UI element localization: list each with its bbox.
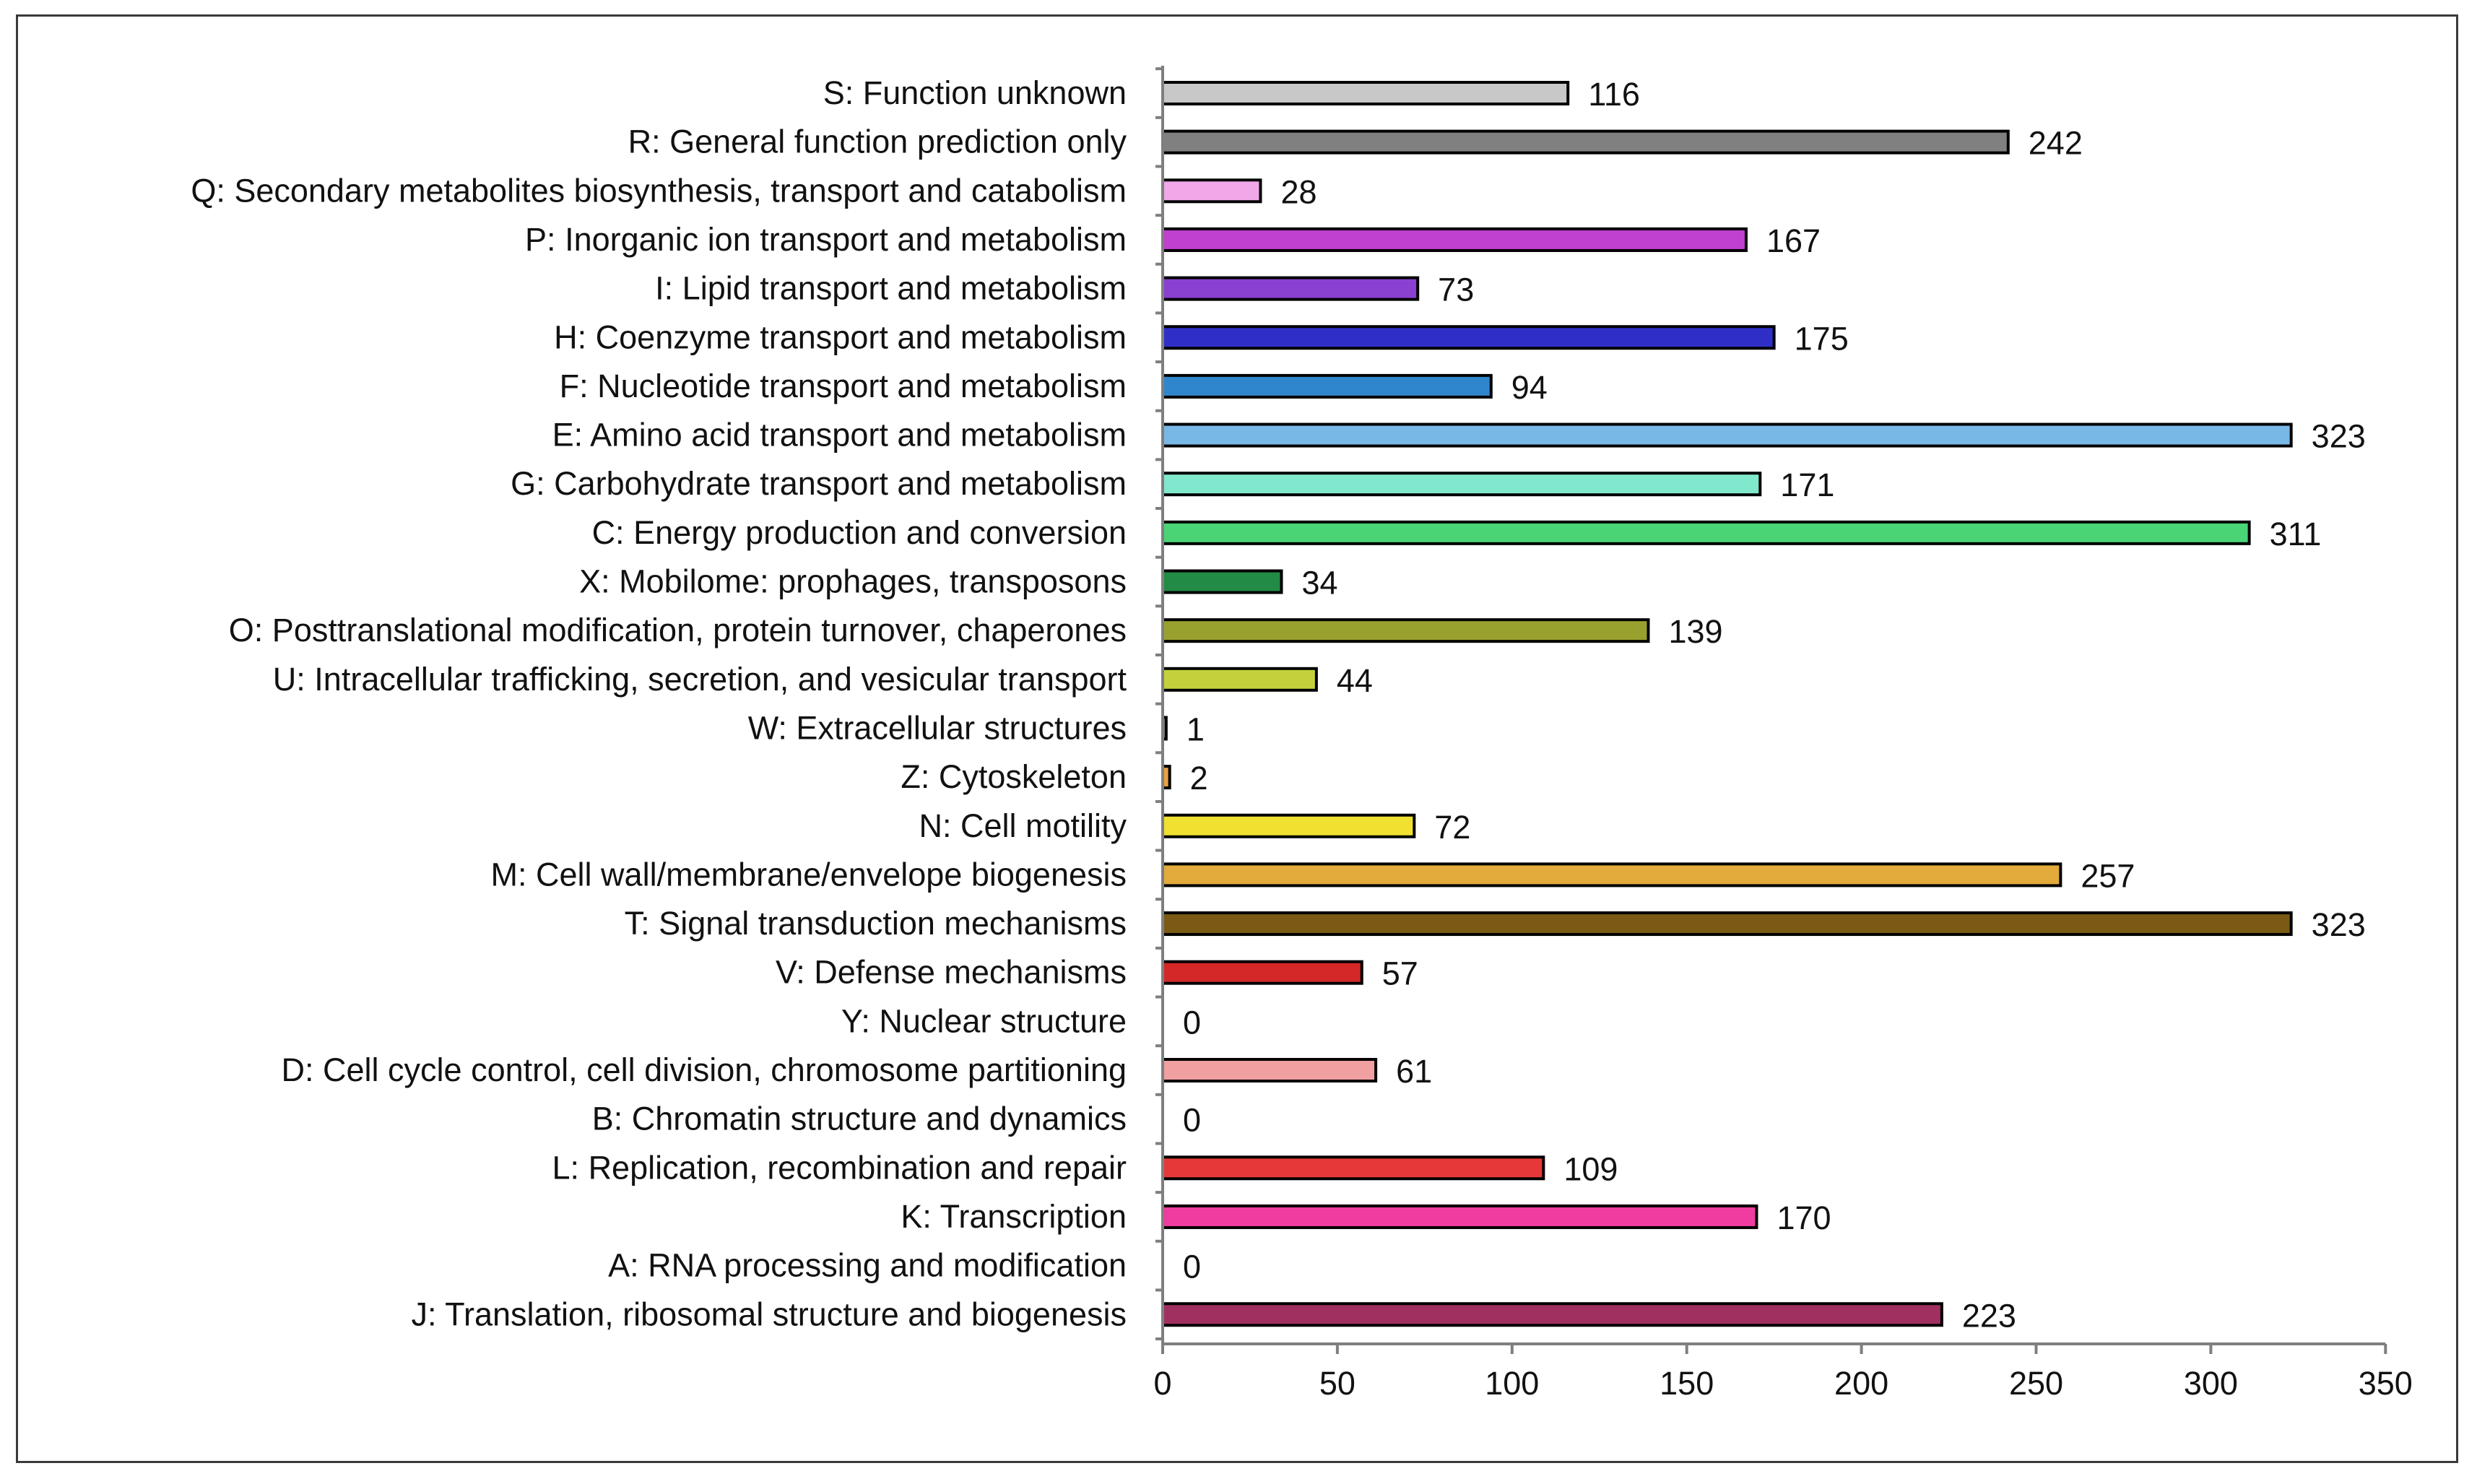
- category-label-5: H: Coenzyme transport and metabolism: [554, 318, 1127, 355]
- bars-layer: [1161, 81, 2293, 1327]
- bar-3: [1161, 227, 1748, 252]
- value-label-0: 116: [1588, 76, 1640, 113]
- bar-22: [1161, 1155, 1545, 1181]
- bar-25: [1161, 1302, 1943, 1327]
- category-label-22: L: Replication, recombination and repair: [552, 1149, 1127, 1186]
- value-label-19: 0: [1183, 1004, 1201, 1041]
- category-label-7: E: Amino acid transport and metabolism: [552, 417, 1127, 454]
- value-label-25: 223: [1962, 1297, 2016, 1334]
- category-label-14: Z: Cytoskeleton: [901, 758, 1127, 795]
- value-label-3: 167: [1766, 222, 1821, 259]
- category-label-12: U: Intracellular trafficking, secretion,…: [273, 661, 1127, 698]
- x-tick-label-7: 350: [2359, 1365, 2413, 1402]
- category-label-18: V: Defense mechanisms: [776, 954, 1127, 991]
- value-label-1: 242: [2029, 125, 2083, 162]
- value-label-14: 2: [1190, 760, 1208, 797]
- bar-12: [1161, 667, 1318, 692]
- x-tick-label-3: 150: [1660, 1365, 1714, 1402]
- bar-4: [1161, 276, 1420, 301]
- value-label-22: 109: [1563, 1150, 1618, 1187]
- value-label-10: 34: [1301, 565, 1337, 602]
- bar-1: [1161, 129, 2010, 155]
- category-labels-layer: S: Function unknown R: General function p…: [191, 74, 1127, 1332]
- category-label-24: A: RNA processing and modification: [608, 1247, 1127, 1284]
- category-label-4: I: Lipid transport and metabolism: [655, 270, 1127, 307]
- bar-20: [1161, 1058, 1378, 1082]
- x-tick-label-5: 250: [2009, 1365, 2063, 1402]
- bar-9: [1161, 520, 2251, 545]
- x-tick-label-1: 50: [1319, 1365, 1355, 1402]
- category-label-25: J: Translation, ribosomal structure and …: [411, 1296, 1127, 1332]
- category-label-23: K: Transcription: [901, 1198, 1127, 1235]
- category-label-1: R: General function prediction only: [628, 123, 1127, 160]
- x-tick-label-0: 0: [1153, 1365, 1171, 1402]
- bar-0: [1161, 81, 1570, 105]
- category-label-0: S: Function unknown: [823, 74, 1127, 111]
- value-label-21: 0: [1183, 1102, 1201, 1139]
- category-label-6: F: Nucleotide transport and metabolism: [560, 368, 1127, 404]
- bar-8: [1161, 472, 1762, 497]
- category-label-13: W: Extracellular structures: [748, 709, 1127, 746]
- x-tick-label-4: 200: [1834, 1365, 1888, 1402]
- value-label-12: 44: [1337, 662, 1373, 699]
- bar-17: [1161, 911, 2293, 937]
- x-tick-label-2: 100: [1485, 1365, 1539, 1402]
- chart-frame: S: Function unknown R: General function p…: [16, 14, 2458, 1463]
- bar-2: [1161, 178, 1262, 204]
- value-label-6: 94: [1511, 369, 1548, 406]
- category-label-10: X: Mobilome: prophages, transposons: [579, 563, 1127, 600]
- value-label-15: 72: [1434, 809, 1470, 846]
- axes-layer: 0 50 100 150 200 250 300 350: [1153, 66, 2413, 1402]
- value-label-2: 28: [1280, 173, 1316, 210]
- category-label-16: M: Cell wall/membrane/envelope biogenesi…: [491, 856, 1127, 893]
- bar-15: [1161, 813, 1416, 838]
- category-label-15: N: Cell motility: [919, 807, 1127, 844]
- value-label-9: 311: [2270, 516, 2322, 552]
- bar-18: [1161, 960, 1363, 985]
- category-label-8: G: Carbohydrate transport and metabolism: [511, 465, 1127, 502]
- value-label-7: 323: [2312, 418, 2366, 455]
- bar-23: [1161, 1204, 1758, 1229]
- value-label-8: 171: [1780, 467, 1834, 503]
- value-labels-layer: 116 242 28 167 73 175 94 323 171 311 34 139 44 1 2 72 25…: [1183, 76, 2366, 1334]
- category-label-20: D: Cell cycle control, cell division, ch…: [282, 1051, 1127, 1088]
- category-label-11: O: Posttranslational modification, prote…: [229, 612, 1127, 648]
- bar-5: [1161, 325, 1776, 350]
- bar-6: [1161, 373, 1493, 399]
- category-label-19: Y: Nuclear structure: [841, 1002, 1127, 1039]
- value-label-16: 257: [2081, 857, 2135, 894]
- value-label-17: 323: [2312, 906, 2366, 943]
- bar-7: [1161, 422, 2293, 448]
- category-label-2: Q: Secondary metabolites biosynthesis, t…: [191, 172, 1127, 209]
- bar-11: [1161, 618, 1650, 643]
- bar-16: [1161, 862, 2062, 888]
- category-label-17: T: Signal transduction mechanisms: [625, 905, 1127, 942]
- category-label-9: C: Energy production and conversion: [592, 514, 1127, 551]
- value-label-24: 0: [1183, 1249, 1201, 1285]
- bar-10: [1161, 569, 1283, 594]
- value-label-20: 61: [1396, 1053, 1432, 1090]
- value-label-18: 57: [1382, 955, 1418, 992]
- value-label-23: 170: [1777, 1199, 1831, 1236]
- value-label-4: 73: [1438, 272, 1474, 308]
- value-label-11: 139: [1668, 613, 1722, 650]
- value-label-13: 1: [1187, 711, 1205, 747]
- bar-chart: S: Function unknown R: General function p…: [191, 66, 2413, 1402]
- category-label-21: B: Chromatin structure and dynamics: [592, 1101, 1127, 1137]
- value-label-5: 175: [1795, 320, 1849, 357]
- category-label-3: P: Inorganic ion transport and metabolis…: [525, 221, 1127, 258]
- x-tick-label-6: 300: [2184, 1365, 2238, 1402]
